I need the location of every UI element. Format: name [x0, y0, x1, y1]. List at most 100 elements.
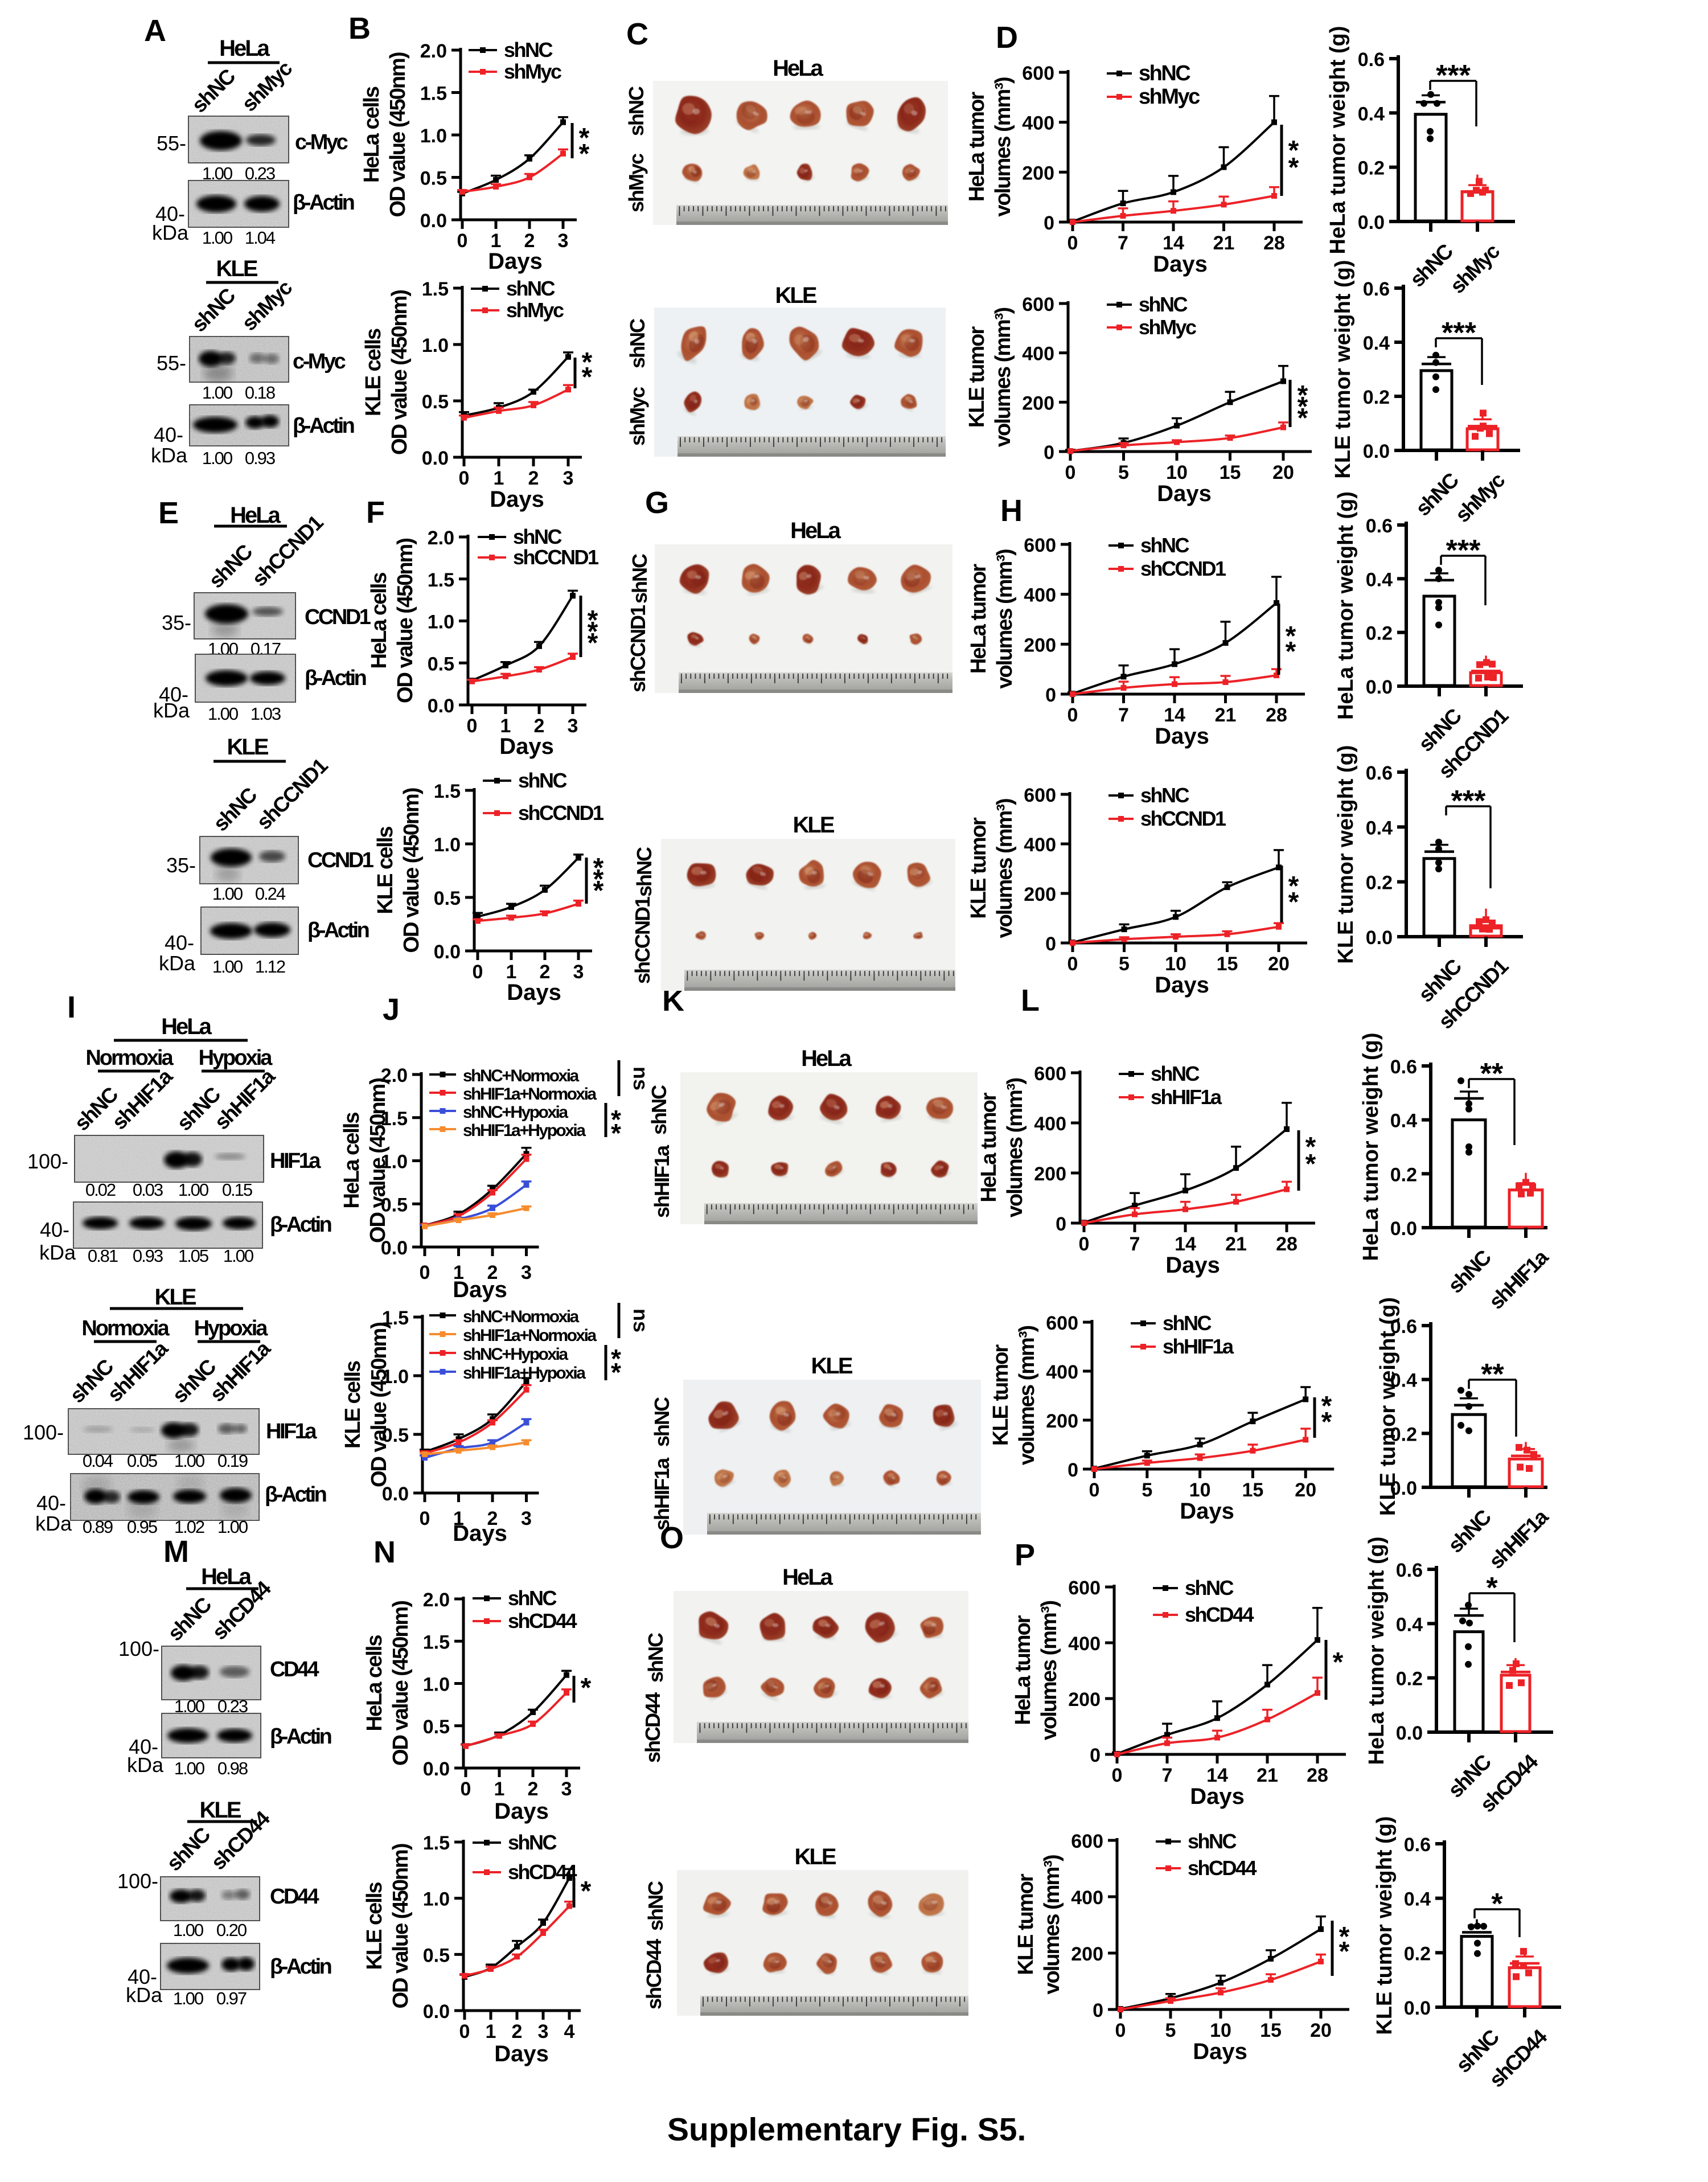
svg-text:0.4: 0.4 [1404, 1889, 1431, 1910]
svg-text:KLE: KLE [227, 735, 269, 760]
svg-text:100-: 100- [117, 1869, 158, 1893]
svg-text:shNC: shNC [628, 553, 651, 604]
svg-text:shNC: shNC [1151, 1062, 1200, 1085]
svg-text:1.00: 1.00 [202, 228, 233, 248]
svg-text:5: 5 [1165, 2020, 1176, 2041]
svg-text:volumes (mm³): volumes (mm³) [1037, 1601, 1061, 1741]
svg-text:shHIF1a: shHIF1a [650, 1145, 674, 1218]
svg-text:OD value (450nm): OD value (450nm) [389, 1844, 413, 2008]
svg-text:40-: 40- [129, 1735, 158, 1758]
svg-text:14: 14 [1163, 232, 1184, 254]
svg-text:0.6: 0.6 [1366, 515, 1393, 537]
svg-text:15: 15 [1260, 2020, 1282, 2041]
svg-text:2.0: 2.0 [423, 1589, 450, 1611]
svg-text:shHIF1a: shHIF1a [650, 1457, 674, 1531]
svg-text:1.02: 1.02 [174, 1517, 204, 1537]
svg-text:*: * [588, 628, 598, 658]
svg-text:shMyc: shMyc [1139, 85, 1200, 109]
svg-text:600: 600 [1024, 785, 1056, 806]
svg-text:0.5: 0.5 [434, 888, 461, 909]
svg-text:0.2: 0.2 [1404, 1943, 1431, 1964]
svg-text:shNC: shNC [506, 277, 556, 300]
svg-text:*: * [582, 362, 593, 392]
svg-text:OD value (450nm): OD value (450nm) [393, 539, 417, 703]
svg-text:0.0: 0.0 [1404, 1998, 1431, 2019]
svg-text:0.6: 0.6 [1363, 278, 1390, 300]
svg-text:20: 20 [1272, 462, 1294, 483]
svg-text:OD value (450nm): OD value (450nm) [389, 1601, 413, 1766]
svg-text:kDa: kDa [126, 1983, 163, 2007]
svg-text:600: 600 [1022, 63, 1054, 84]
svg-text:volumes (mm³): volumes (mm³) [991, 77, 1015, 217]
svg-text:1.5: 1.5 [428, 569, 454, 591]
svg-text:*: * [579, 123, 590, 153]
svg-text:E: E [158, 496, 179, 530]
svg-text:shNC: shNC [187, 64, 240, 117]
svg-text:21: 21 [1225, 1233, 1247, 1255]
svg-text:1.0: 1.0 [422, 335, 449, 356]
svg-text:CCND1: CCND1 [307, 848, 374, 872]
svg-text:L: L [1021, 983, 1040, 1018]
svg-text:0.18: 0.18 [245, 383, 275, 403]
svg-text:21: 21 [1213, 232, 1235, 254]
svg-text:3: 3 [563, 467, 574, 489]
svg-text:1.00: 1.00 [208, 704, 239, 724]
svg-text:Days: Days [1157, 481, 1212, 506]
svg-text:400: 400 [1046, 1361, 1078, 1383]
svg-text:0.5: 0.5 [422, 391, 449, 413]
svg-text:100-: 100- [23, 1421, 64, 1444]
svg-text:*: * [581, 1876, 592, 1906]
svg-text:OD value (450nm): OD value (450nm) [400, 788, 424, 953]
svg-text:1.00: 1.00 [223, 1246, 254, 1266]
svg-text:*: * [1286, 621, 1296, 651]
svg-text:0.0: 0.0 [423, 1758, 450, 1780]
svg-text:*: * [1486, 1572, 1498, 1605]
svg-text:Days: Days [1155, 973, 1209, 998]
svg-text:400: 400 [1071, 1887, 1103, 1909]
svg-text:0: 0 [467, 715, 478, 737]
svg-text:*: * [1333, 1647, 1344, 1677]
svg-text:21: 21 [1257, 1765, 1278, 1786]
svg-text:2: 2 [487, 1262, 498, 1283]
svg-text:HeLa tumor weight (g): HeLa tumor weight (g) [1334, 491, 1358, 720]
svg-text:c-Myc: c-Myc [295, 130, 348, 154]
svg-text:shNC: shNC [168, 1355, 221, 1408]
svg-text:shCD44: shCD44 [508, 1609, 577, 1633]
svg-text:15: 15 [1242, 1479, 1263, 1501]
svg-text:KLE: KLE [200, 1798, 241, 1823]
svg-text:0.0: 0.0 [420, 210, 447, 232]
svg-text:Days: Days [507, 980, 561, 1005]
svg-text:2.0: 2.0 [420, 40, 447, 62]
svg-text:Days: Days [1155, 724, 1209, 749]
svg-text:KLE: KLE [155, 1285, 196, 1310]
svg-text:Days: Days [1165, 1253, 1220, 1278]
svg-text:***: *** [1442, 317, 1476, 350]
svg-text:55-: 55- [157, 132, 186, 155]
svg-text:400: 400 [1024, 585, 1056, 606]
svg-text:HeLa tumor: HeLa tumor [977, 1092, 1001, 1202]
svg-text:kDa: kDa [153, 699, 190, 722]
svg-text:2: 2 [528, 1778, 539, 1800]
svg-text:β-Actin: β-Actin [265, 1483, 326, 1507]
svg-text:0.6: 0.6 [1366, 762, 1393, 784]
svg-text:β-Actin: β-Actin [270, 1955, 331, 1979]
svg-text:O: O [660, 1521, 684, 1555]
svg-text:shMyc: shMyc [625, 154, 648, 212]
svg-text:1: 1 [453, 1262, 464, 1283]
svg-text:3: 3 [558, 230, 569, 252]
svg-text:0.6: 0.6 [1404, 1834, 1431, 1856]
svg-text:0: 0 [1044, 212, 1054, 234]
svg-text:1.00: 1.00 [212, 884, 243, 904]
svg-text:KLE: KLE [795, 1844, 836, 1869]
svg-text:0: 0 [1112, 1765, 1123, 1786]
svg-text:0.0: 0.0 [434, 941, 461, 963]
svg-text:shCCND1: shCCND1 [252, 754, 332, 834]
svg-text:shNC: shNC [508, 1586, 557, 1610]
svg-text:***: *** [1446, 534, 1481, 567]
svg-text:J: J [383, 992, 400, 1027]
svg-text:1.00: 1.00 [178, 1180, 209, 1200]
svg-text:β-Actin: β-Actin [270, 1725, 331, 1749]
svg-text:shHIF1a: shHIF1a [1163, 1335, 1234, 1358]
svg-text:shNC+Hypoxia: shNC+Hypoxia [463, 1103, 568, 1122]
svg-text:shCD44: shCD44 [1188, 1856, 1257, 1880]
